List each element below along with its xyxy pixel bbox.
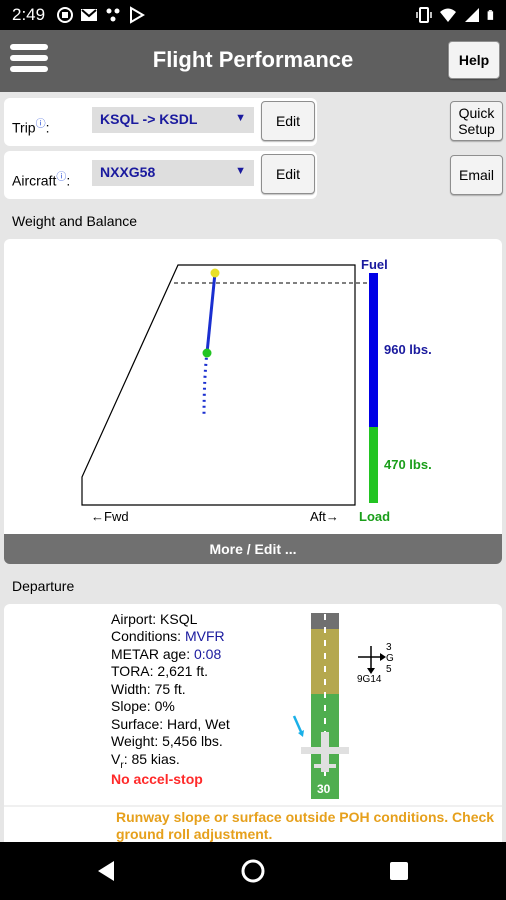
load-bar-label: Load	[359, 509, 390, 524]
wind-headwind-value: 3	[386, 642, 392, 653]
dropdown-arrow-icon: ▼	[235, 165, 246, 177]
departure-weight: Weight: 5,456 lbs.	[111, 733, 223, 749]
cg-envelope	[81, 264, 356, 506]
runway-warning: Runway slope or surface outside POH cond…	[116, 809, 495, 842]
aircraft-edit-button[interactable]: Edit	[261, 154, 315, 194]
app-bar: Flight Performance Help	[0, 30, 506, 92]
help-button[interactable]: Help	[448, 41, 500, 79]
home-icon[interactable]	[240, 858, 266, 884]
cg-end-point	[202, 348, 212, 358]
runway-diagram: 30 3 G 5 9G14	[4, 613, 502, 807]
trip-info-icon[interactable]: ⓘ	[35, 119, 46, 130]
cg-loading-path	[205, 272, 217, 354]
fwd-axis-label: ←Fwd	[91, 509, 129, 524]
load-weight-label: 470 lbs.	[384, 457, 432, 472]
alert-badge-icon	[57, 7, 73, 23]
departure-card: 30 3 G 5 9G14	[4, 604, 502, 842]
play-store-icon	[130, 6, 145, 24]
departure-width: Width: 75 ft.	[111, 681, 186, 697]
weight-balance-chart[interactable]: Fuel 960 lbs. 470 lbs. Load ←Fwd Aft→	[4, 239, 502, 534]
aft-axis-label: Aft→	[310, 509, 339, 524]
rotation-arrow-icon	[292, 715, 304, 735]
aircraft-select-value: NXXG58	[100, 164, 156, 180]
accel-stop-warning: No accel-stop	[111, 771, 203, 787]
trip-edit-button[interactable]: Edit	[261, 101, 315, 141]
aircraft-row: Aircraftⓘ: NXXG58 ▼ Edit	[4, 151, 317, 199]
status-time: 2:49	[12, 5, 46, 24]
wind-gust-marker: G	[386, 653, 394, 664]
departure-tora: TORA: 2,621 ft.	[111, 663, 209, 679]
more-edit-button[interactable]: More / Edit ...	[4, 534, 502, 564]
wifi-icon	[440, 8, 456, 22]
aircraft-label: Aircraftⓘ:	[12, 172, 71, 189]
wind-speed-value: 9G14	[357, 674, 382, 685]
hamburger-menu-icon[interactable]	[10, 44, 48, 76]
weight-balance-title: Weight and Balance	[12, 213, 138, 229]
cg-projection-path	[202, 351, 209, 418]
airplane-icon	[301, 732, 349, 772]
fuel-bar-label: Fuel	[361, 257, 388, 272]
aircraft-info-icon[interactable]: ⓘ	[56, 172, 67, 183]
vibrate-icon	[416, 7, 432, 23]
runway-end-segment	[311, 613, 339, 629]
email-button[interactable]: Email	[450, 155, 503, 195]
trip-select[interactable]: KSQL -> KSDL ▼	[92, 107, 254, 133]
departure-airport: Airport: KSQL	[111, 611, 198, 627]
runway-number: 30	[317, 782, 331, 796]
trip-label: Tripⓘ:	[12, 119, 50, 136]
back-icon[interactable]	[94, 859, 118, 883]
wind-indicator-icon	[358, 646, 386, 674]
cell-signal-icon	[465, 8, 479, 22]
departure-title: Departure	[12, 578, 75, 594]
status-bar: 2:49	[0, 0, 506, 30]
weight-balance-card: Fuel 960 lbs. 470 lbs. Load ←Fwd Aft→	[4, 239, 502, 539]
quick-setup-button[interactable]: Quick Setup	[450, 101, 503, 141]
departure-surface: Surface: Hard, Wet	[111, 716, 230, 732]
mail-icon	[81, 9, 97, 21]
cg-start-point	[210, 268, 220, 278]
network-dots-icon	[106, 8, 120, 22]
battery-icon	[487, 10, 494, 20]
recent-apps-icon[interactable]	[388, 860, 410, 882]
wind-crosswind-value: 5	[386, 664, 392, 675]
dropdown-arrow-icon: ▼	[235, 112, 246, 124]
fuel-bar	[369, 273, 378, 427]
trip-select-value: KSQL -> KSDL	[100, 111, 198, 127]
departure-slope: Slope: 0%	[111, 698, 175, 714]
load-bar	[369, 427, 378, 503]
page-title: Flight Performance	[152, 47, 354, 72]
departure-conditions: Conditions: MVFR	[111, 628, 225, 644]
departure-vr: Vr: 85 kias.	[111, 751, 180, 771]
navigation-bar	[0, 842, 506, 900]
aircraft-select[interactable]: NXXG58 ▼	[92, 160, 254, 186]
trip-row: Tripⓘ: KSQL -> KSDL ▼ Edit	[4, 98, 317, 146]
departure-metar-age: METAR age: 0:08	[111, 646, 222, 662]
fuel-weight-label: 960 lbs.	[384, 342, 432, 357]
